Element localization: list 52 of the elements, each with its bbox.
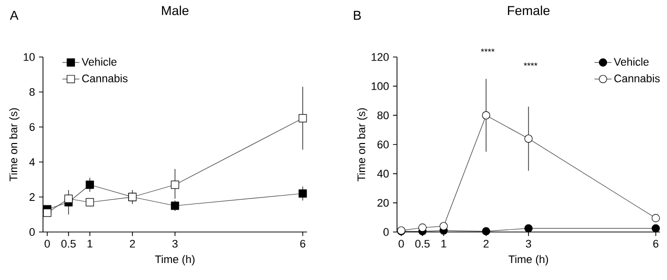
point <box>170 180 180 189</box>
x-tick-label: 1 <box>88 240 92 248</box>
y-tick-label: 0 <box>383 228 389 236</box>
y-axis-title: Time on bar (s) <box>357 108 368 182</box>
y-tick-label: 0 <box>29 228 35 236</box>
y-tick-label: 6 <box>30 123 35 131</box>
point <box>652 224 660 232</box>
legend-label: Vehicle <box>82 58 116 66</box>
y-tick-label: 20 <box>378 198 389 207</box>
x-tick-label: 3 <box>526 240 532 248</box>
point <box>524 224 533 232</box>
legend-label: Cannabis <box>614 74 660 82</box>
point <box>64 194 73 203</box>
y-tick-label: 8 <box>30 88 35 96</box>
x-tick-label: 0 <box>44 240 50 248</box>
point <box>482 227 490 236</box>
y-tick-label: 10 <box>24 53 35 61</box>
x-tick-label: 1 <box>441 240 446 248</box>
x-tick-label: 3 <box>172 240 178 248</box>
legend-label: Cannabis <box>82 74 128 82</box>
point <box>298 114 307 122</box>
chart-title: Male <box>162 6 188 16</box>
point <box>298 189 307 198</box>
point <box>43 208 52 217</box>
text: **** <box>480 48 495 52</box>
x-tick-label: 6 <box>300 240 306 248</box>
x-axis-title: Time (h) <box>155 255 194 266</box>
point <box>482 111 490 120</box>
text: B <box>354 10 361 20</box>
point <box>418 224 427 232</box>
chart-title: Female <box>508 6 550 16</box>
y-tick-label: 4 <box>29 158 35 166</box>
y-axis-title: Time on bar (s) <box>9 108 20 182</box>
annotation: **** <box>524 62 538 66</box>
x-tick-label: 2 <box>130 240 135 248</box>
y-tick-label: 2 <box>30 193 35 201</box>
y-tick-label: 60 <box>378 140 389 148</box>
point <box>86 180 94 189</box>
x-tick-label: 0 <box>398 240 404 248</box>
point <box>524 134 533 143</box>
y-tick-label: 80 <box>377 111 389 120</box>
y-tick-label: 40 <box>377 170 389 178</box>
x-tick-label: 0.5 <box>61 240 76 248</box>
x-tick-label: 0.5 <box>415 240 430 248</box>
legend-label: Vehicle <box>614 58 649 66</box>
x-axis-title: Time (h) <box>508 255 548 266</box>
x-tick-label: 6 <box>653 240 658 248</box>
y-tick-label: 120 <box>372 53 389 61</box>
point <box>440 222 448 230</box>
text: A <box>10 10 18 20</box>
y-tick-label: 100 <box>372 82 389 90</box>
x-tick-label: 2 <box>484 240 489 248</box>
